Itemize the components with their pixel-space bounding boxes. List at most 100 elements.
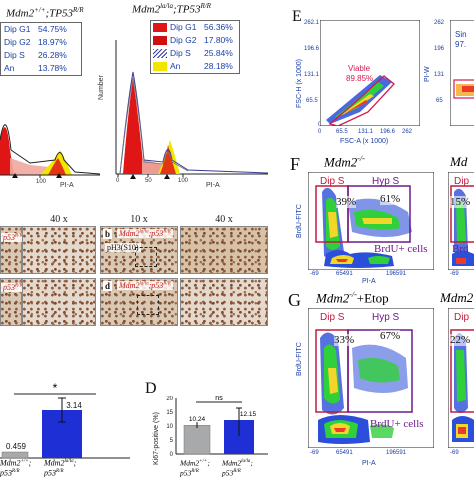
y-tick: 15 xyxy=(166,410,173,416)
histogram-g2-peak xyxy=(48,158,66,175)
panel-e-gate-label: Viable xyxy=(348,64,371,73)
marker-triangle xyxy=(56,173,62,178)
x-tick: 65491 xyxy=(336,450,353,456)
panel-a-right-x-tick: 0 xyxy=(116,178,120,184)
bar-left xyxy=(1,451,29,459)
panel-e-gate-value: 89.85% xyxy=(346,74,374,83)
panel-a-left-x-tick: 100 xyxy=(36,179,47,185)
sub-panel-letter-b: b xyxy=(103,229,113,239)
magnification-label: 40 x xyxy=(215,214,233,225)
sub-panel-letter-d: d xyxy=(103,281,113,291)
micrograph-a-10x: p53R/R xyxy=(0,226,25,274)
histogram-g1-peak xyxy=(123,80,144,174)
panel-c-category-right: Mdm2la/la; p53R/R xyxy=(44,458,77,477)
y-tick: 262.1 xyxy=(304,20,320,26)
panel-g-right-scatter xyxy=(448,308,474,448)
panel-letter-d: D xyxy=(145,380,157,397)
x-tick: -69 xyxy=(450,450,459,456)
x-tick: 131.1 xyxy=(358,129,374,135)
histogram-outline xyxy=(0,124,100,175)
x-tick: -69 xyxy=(310,450,319,456)
panel-e-ylabel: FSC-H (x 1000) xyxy=(296,58,303,108)
panel-f-title-right: Md xyxy=(450,154,468,169)
zoom-region xyxy=(135,247,157,267)
gate-dip-s xyxy=(450,329,474,413)
bar-left-value: 0.459 xyxy=(6,442,27,451)
micrograph-d-10x: d Mdm2la/la;p53R/R xyxy=(100,278,178,326)
singlet-gate xyxy=(453,79,474,99)
micrograph-b-10x: 10 x b Mdm2la/la;p53R/R pH3(S10) xyxy=(100,214,178,274)
genotype-tag: Mdm2la/la;p53R/R xyxy=(117,229,173,238)
panel-g-population: BrdU+ cells xyxy=(370,418,424,430)
panel-a-right-legend: Dip G1 56.36% Dip G2 17.80% Dip S 25.84% An… xyxy=(150,20,240,74)
panel-f-right-gate-label: Dip xyxy=(454,176,470,187)
viable-gate xyxy=(328,75,395,126)
swatch-dip-g1 xyxy=(153,23,167,32)
gate-hyp-s xyxy=(347,185,411,243)
panel-f-pct-right: 15% xyxy=(450,196,471,208)
x-tick: 262 xyxy=(402,129,413,135)
panel-f-population: BrdU+ cells xyxy=(374,243,428,255)
x-tick: 196591 xyxy=(386,450,407,456)
panel-c-category-left: Mdm2+/+; p53R/R xyxy=(0,458,32,477)
panel-g-pct-dip: 33% xyxy=(334,334,355,346)
panel-f-xlabel: PI-A xyxy=(362,278,376,285)
panel-letter-f: F xyxy=(290,154,301,174)
panel-f-ylabel: BrdU-FITC xyxy=(296,204,303,238)
micrograph-b-40x: 40 x xyxy=(180,214,268,274)
micrograph-a-40x: 40 x xyxy=(22,214,96,274)
panel-e-right-ylabel: PI-W xyxy=(424,66,431,82)
marker-triangle xyxy=(164,174,170,179)
panel-f-gate-hyp-label: Hyp S xyxy=(372,176,400,187)
x-tick: 65491 xyxy=(336,271,353,277)
histogram-g2-peak xyxy=(160,145,176,174)
bar-left-value: 10.24 xyxy=(189,416,206,423)
marker-triangle xyxy=(12,173,18,178)
panel-g-pct-right: 22% xyxy=(450,334,471,346)
micrograph-c-40x xyxy=(22,278,96,326)
panel-d-chart: 0 5 10 15 20 ns 10.24 12.15 xyxy=(166,396,268,456)
panel-letter-g: G xyxy=(288,290,301,310)
panel-d-category-left: Mdm2+/+; p53R/R xyxy=(180,458,210,477)
panel-a-right-histogram xyxy=(115,40,268,179)
panel-g-xlabel: PI-A xyxy=(362,460,376,467)
y-tick: 0 xyxy=(170,452,174,456)
panel-g-ylabel: BrdU-FITC xyxy=(296,342,303,376)
stain-label: pH3(S10) xyxy=(105,243,141,252)
y-tick: 196.6 xyxy=(304,46,320,52)
y-tick: 20 xyxy=(166,396,173,402)
panel-g-right-gate-label: Dip xyxy=(454,312,470,323)
histogram-s-region xyxy=(10,158,55,175)
panel-a-left-legend: Dip G1 54.75% Dip G2 18.97% Dip S 26.28% An… xyxy=(0,22,82,76)
panel-a-ylabel: Number xyxy=(98,75,105,100)
panel-a-left-xlabel: PI-A xyxy=(60,182,74,189)
panel-d-category-right: Mdm2la/la; p53R/R xyxy=(222,458,253,477)
micrograph-d-40x xyxy=(180,278,268,326)
panel-f-right-population: Brd xyxy=(452,243,469,255)
significance-star: * xyxy=(53,381,58,395)
panel-f-title-left: Mdm2-/- xyxy=(324,154,365,170)
micrograph-c-10x: p53R/R xyxy=(0,278,25,326)
panel-c-chart: * 0.459 3.14 xyxy=(0,381,130,459)
panel-g-gate-dip-label: Dip S xyxy=(320,312,345,323)
swatch-dip-g2 xyxy=(153,36,167,45)
x-tick: 65.5 xyxy=(336,129,348,135)
panel-f-pct-dip: 39% xyxy=(336,196,357,208)
bar-right-value: 12.15 xyxy=(240,411,257,418)
magnification-label: 40 x xyxy=(50,214,68,225)
panel-e-xlabel: FSC-A (x 1000) xyxy=(340,138,389,145)
x-tick: -69 xyxy=(450,271,459,277)
panel-e-right-scatter xyxy=(450,20,474,126)
bar-right-value: 3.14 xyxy=(66,401,82,410)
panel-a-right-x-tick: 100 xyxy=(178,178,189,184)
y-tick: 5 xyxy=(170,438,174,444)
panel-e-right-gate-label: Sin xyxy=(455,30,467,39)
swatch-an xyxy=(153,62,167,71)
panel-e-right-gate-value: 97. xyxy=(455,40,467,49)
x-tick: 196591 xyxy=(386,271,407,277)
panel-g-title-right: Mdm2 xyxy=(440,290,474,305)
panel-g-title-left: Mdm2-/-+Etop xyxy=(316,290,389,306)
y-tick: 65.5 xyxy=(306,98,318,104)
swatch-dip-s xyxy=(153,49,167,58)
